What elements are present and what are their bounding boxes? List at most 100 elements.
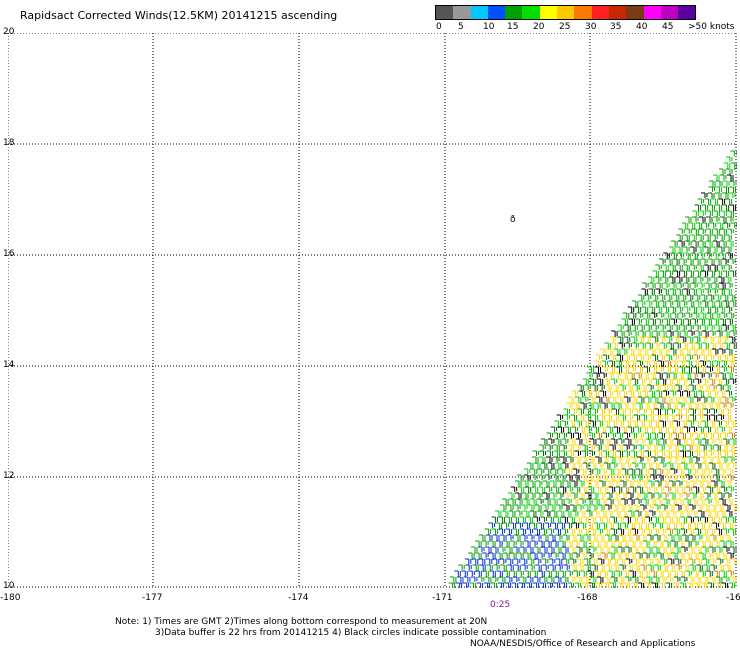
colorbar-swatch [678,6,696,19]
wind-barb [514,504,521,510]
colorbar-swatch [470,6,488,19]
wind-barb [695,558,703,565]
wind-barb [708,378,716,385]
wind-barb [547,576,555,584]
wind-barb [729,576,737,583]
wind-barb [671,402,678,410]
wind-barb [699,210,706,216]
wind-barb [651,450,658,458]
wind-barb [671,486,679,493]
wind-barb [567,456,574,463]
wind-barb [582,462,590,468]
wind-barb [526,528,534,534]
wind-barb [668,414,676,421]
wind-barb [611,330,618,337]
wind-barb [637,450,644,458]
wind-barb [629,552,636,559]
wind-barb [669,264,676,271]
wind-barb [595,396,603,403]
wind-barb [713,216,720,222]
wind-barb [664,402,671,410]
wind-barb [683,246,690,252]
wind-barb [656,498,663,506]
wind-barb [603,462,611,469]
wind-barb [694,438,702,445]
colorbar-swatch [522,6,540,19]
wind-barb [729,186,736,193]
wind-barb [724,504,731,511]
wind-barb [592,390,600,397]
wind-barb [531,570,538,577]
wind-barb [609,336,617,342]
wind-barb [620,426,628,433]
wind-barb [730,162,737,170]
wind-barb [716,330,723,337]
wind-barb [622,486,630,494]
wind-barb [686,450,693,457]
wind-barb [729,516,736,523]
colorbar-swatch [608,6,627,19]
wind-barb [687,462,695,469]
wind-barb [631,324,638,331]
colorbar-label: 30 [585,22,597,32]
wind-barb [688,330,695,336]
wind-barb [458,564,465,570]
wind-barb [722,324,729,331]
wind-barb [608,570,615,577]
wind-barb [665,336,673,342]
wind-barb [698,282,705,288]
wind-barb [687,576,695,583]
wind-barb [551,468,559,475]
wind-barb [565,522,573,529]
wind-barb [683,426,691,433]
wind-barb [666,420,673,426]
wind-barb [681,330,688,337]
wind-barb [723,558,731,565]
wind-barb [517,552,524,559]
wind-barb [625,546,632,553]
wind-barb [672,336,680,343]
wind-barb [572,498,579,506]
wind-barb [531,540,538,546]
wind-barb [583,558,591,565]
wind-barb [711,288,718,294]
wind-barb [520,546,527,553]
wind-barb [506,558,514,565]
colorbar-label: 5 [458,22,464,32]
wind-barb [702,558,710,565]
wind-barb [692,216,699,222]
wind-barb [716,342,723,349]
wind-barb [573,474,580,481]
wind-barb [523,468,531,474]
time-label: 0:25 [490,600,511,610]
wind-barb [640,414,648,421]
wind-barb [573,402,580,409]
wind-barb [616,432,623,439]
wind-barb [468,570,475,576]
wind-barb [645,300,653,306]
wind-barb [686,582,694,588]
wind-barb [698,498,705,505]
wind-barb [711,492,718,499]
wind-barb [711,426,719,433]
wind-barb [692,366,699,374]
wind-barb [711,234,718,240]
wind-barb [614,468,622,475]
wind-barb [703,408,710,414]
wind-barb [482,570,489,577]
wind-barb [709,222,717,228]
wind-barb [632,546,639,553]
wind-barb [718,390,726,396]
wind-barb [510,552,517,559]
wind-barb [676,480,683,486]
wind-barb [650,366,657,374]
wind-barb [650,474,657,480]
wind-barb [685,552,692,559]
wind-barb [692,312,700,319]
wind-barb [557,510,565,517]
wind-barb [678,402,685,408]
wind-barb [679,450,686,458]
wind-barb [594,552,601,559]
wind-barb [708,438,716,444]
wind-barb [634,306,642,313]
